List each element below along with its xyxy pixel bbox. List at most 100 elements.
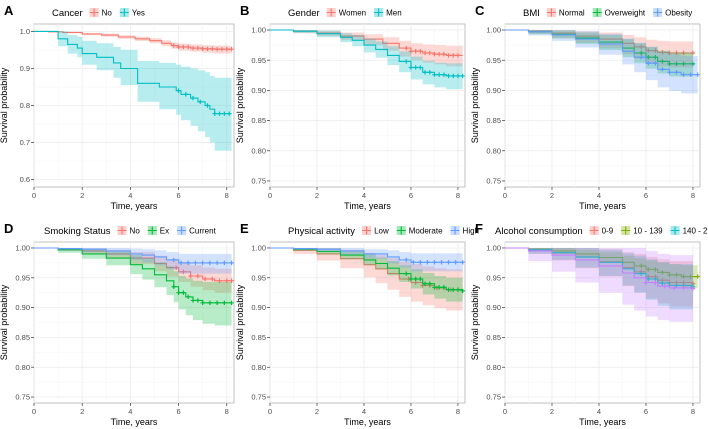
censor-mark — [176, 290, 181, 295]
censor-mark — [674, 50, 679, 56]
y-tick-label: 0.90 — [486, 303, 501, 312]
censor-mark — [190, 95, 196, 101]
censor-mark — [413, 276, 418, 282]
confidence-band — [270, 248, 463, 304]
y-tick-label: 0.80 — [486, 363, 501, 372]
censor-mark — [408, 48, 414, 54]
panel-b: 0 2 4 6 8 0.75 0.80 0.85 0.90 0.95 1.00 Time, years… — [235, 3, 466, 211]
censor-mark — [198, 99, 203, 104]
censor-mark — [660, 280, 665, 286]
censor-mark — [639, 44, 644, 50]
x-axis-title: Time, years — [344, 201, 391, 211]
y-tick-label: 0.80 — [251, 146, 266, 155]
censor-mark — [646, 48, 651, 53]
series-moderate — [270, 247, 465, 304]
legend-item: Moderate — [396, 226, 443, 236]
series-men — [270, 29, 465, 90]
censor-mark — [188, 273, 193, 279]
censor-mark — [432, 51, 437, 57]
censor-mark — [413, 65, 418, 70]
y-tick-label: 0.6 — [20, 175, 30, 184]
censor-mark — [418, 276, 423, 282]
legend-key-symbol — [147, 226, 157, 235]
legend-title: Gender — [288, 8, 320, 19]
censor-mark — [190, 45, 196, 51]
panel-label: C — [475, 3, 485, 18]
legend-label: Current — [189, 227, 216, 236]
censor-mark — [667, 61, 672, 67]
legend-label: Normal — [559, 9, 585, 18]
legend-title: Cancer — [52, 8, 83, 19]
censor-mark — [639, 271, 644, 276]
legend-label: 140 - 279 — [683, 227, 708, 236]
legend-item: Obesity — [653, 8, 692, 18]
censor-mark — [643, 280, 649, 285]
x-tick-label: 6 — [176, 191, 180, 200]
y-axis-title: Survival probability — [470, 67, 480, 143]
censor-mark — [411, 260, 416, 265]
y-tick-label: 1.00 — [486, 244, 501, 253]
censor-mark — [200, 300, 205, 306]
legend-item: Women — [326, 8, 366, 18]
y-tick-label: 0.85 — [251, 116, 266, 125]
legend-key-symbol — [362, 226, 372, 235]
legend-label: No — [102, 9, 113, 18]
censor-mark — [222, 111, 227, 116]
x-tick-label: 8 — [691, 407, 695, 416]
censor-mark — [460, 73, 465, 79]
x-tick-label: 8 — [225, 407, 229, 416]
y-tick-label: 0.90 — [251, 303, 266, 312]
legend-label: No — [130, 227, 141, 236]
censor-mark — [404, 257, 409, 263]
censor-mark — [176, 44, 181, 50]
censor-mark — [210, 276, 215, 282]
series-yes — [34, 30, 232, 151]
censor-mark — [432, 260, 437, 265]
censor-mark — [171, 284, 176, 289]
censor-mark — [441, 51, 447, 57]
y-tick-label: 0.75 — [15, 393, 30, 402]
y-tick-label: 0.95 — [251, 56, 266, 65]
censor-mark — [653, 267, 658, 272]
censor-mark — [229, 46, 234, 52]
censor-mark — [441, 285, 447, 290]
censor-mark — [413, 48, 418, 54]
confidence-band — [270, 248, 463, 311]
x-tick-label: 4 — [362, 407, 366, 416]
x-tick-label: 8 — [691, 191, 695, 200]
legend-label: Women — [339, 9, 366, 18]
series-unnamed — [505, 247, 696, 323]
x-tick-label: 4 — [362, 191, 366, 200]
censor-mark — [205, 103, 210, 108]
censor-mark — [408, 276, 414, 282]
censor-mark — [190, 298, 196, 303]
series-no — [34, 30, 234, 54]
censor-mark — [674, 272, 679, 277]
censor-mark — [660, 50, 665, 55]
x-tick-label: 2 — [550, 191, 554, 200]
censor-mark — [210, 46, 215, 52]
censor-mark — [653, 61, 658, 66]
x-tick-label: 8 — [456, 407, 460, 416]
x-tick-label: 0 — [503, 407, 507, 416]
censor-mark — [200, 46, 205, 52]
censor-mark — [653, 55, 658, 60]
censor-mark — [674, 70, 679, 75]
panel-label: B — [240, 3, 249, 18]
y-tick-label: 0.85 — [251, 333, 266, 342]
y-tick-label: 0.90 — [486, 86, 501, 95]
x-tick-label: 4 — [597, 191, 601, 200]
censor-mark — [667, 50, 672, 56]
censor-mark — [217, 278, 222, 283]
legend-label: Yes — [132, 9, 145, 18]
x-tick-label: 4 — [128, 191, 132, 200]
confidence-band — [34, 248, 232, 293]
censor-mark — [646, 55, 651, 60]
y-axis-title: Survival probability — [235, 284, 245, 360]
legend-item: Current — [177, 226, 217, 236]
censor-mark — [446, 53, 451, 58]
legend-item: 140 - 279 — [670, 226, 708, 236]
legend-label: Men — [386, 9, 402, 18]
censor-mark — [446, 260, 451, 265]
censor-mark — [455, 53, 461, 58]
